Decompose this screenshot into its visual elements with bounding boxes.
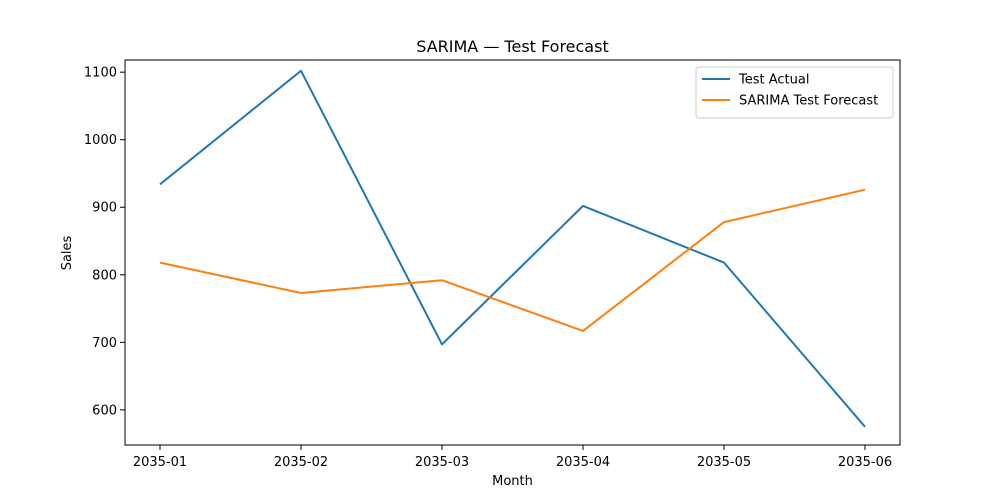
x-tick-label: 2035-05 <box>697 455 751 470</box>
x-tick-label: 2035-06 <box>838 455 892 470</box>
x-tick-label: 2035-04 <box>556 455 610 470</box>
y-axis-label: Sales <box>60 235 75 270</box>
y-tick-label: 700 <box>92 336 117 351</box>
plot-area <box>159 69 866 428</box>
x-tick-label: 2035-01 <box>133 455 187 470</box>
series-line-2 <box>159 188 866 332</box>
axes-frame <box>124 59 901 446</box>
x-tick-label: 2035-02 <box>274 455 328 470</box>
legend: Test Actual SARIMA Test Forecast <box>695 66 894 119</box>
y-axis: 600 700 800 900 1000 1100 <box>84 66 125 418</box>
y-tick-label: 1100 <box>84 66 117 81</box>
x-tick-label: 2035-03 <box>415 455 469 470</box>
y-tick-label: 800 <box>92 268 117 283</box>
y-tick-label: 1000 <box>84 133 117 148</box>
legend-label: Test Actual <box>738 73 809 88</box>
legend-label: SARIMA Test Forecast <box>739 94 878 109</box>
series-line-1 <box>159 69 866 428</box>
y-tick-label: 900 <box>92 201 117 216</box>
chart-title: SARIMA — Test Forecast <box>416 37 608 56</box>
legend-box <box>695 66 894 119</box>
x-axis-label: Month <box>492 474 533 489</box>
x-axis: 2035-01 2035-02 2035-03 2035-04 2035-05 2035-… <box>133 445 892 470</box>
y-tick-label: 600 <box>92 403 117 418</box>
